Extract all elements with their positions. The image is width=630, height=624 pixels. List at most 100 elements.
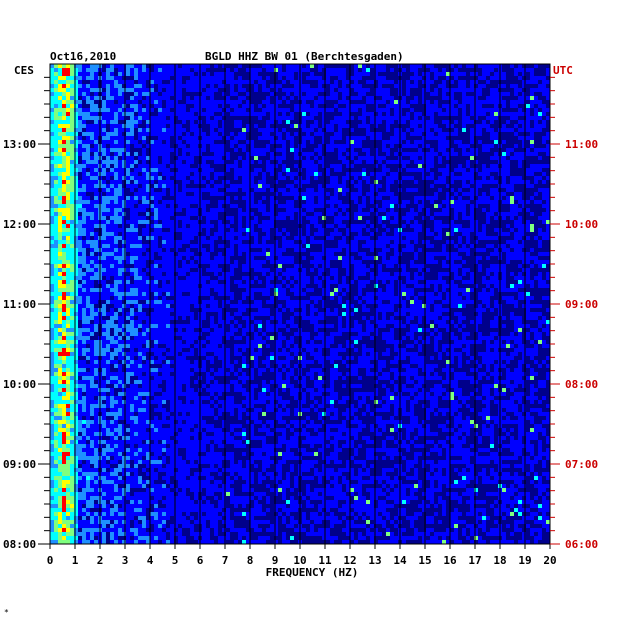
heatmap-cell bbox=[458, 136, 462, 140]
heatmap-cell bbox=[406, 172, 410, 176]
heatmap-cell bbox=[158, 224, 162, 228]
heatmap-cell bbox=[370, 68, 374, 72]
heatmap-cell bbox=[82, 164, 86, 168]
heatmap-cell bbox=[338, 112, 342, 116]
heatmap-cell bbox=[134, 128, 138, 132]
heatmap-cell bbox=[490, 148, 494, 152]
heatmap-cell bbox=[274, 92, 278, 96]
heatmap-cell bbox=[542, 348, 546, 352]
heatmap-cell bbox=[150, 364, 154, 368]
heatmap-cell bbox=[370, 332, 374, 336]
heatmap-cell bbox=[422, 332, 426, 336]
heatmap-cell bbox=[162, 104, 166, 108]
heatmap-cell bbox=[322, 384, 326, 388]
heatmap-cell bbox=[246, 136, 250, 140]
heatmap-cell bbox=[530, 224, 534, 228]
heatmap-cell bbox=[74, 192, 78, 196]
heatmap-cell bbox=[382, 136, 386, 140]
heatmap-cell bbox=[322, 212, 326, 216]
heatmap-cell bbox=[462, 196, 466, 200]
heatmap-cell bbox=[426, 184, 430, 188]
heatmap-cell bbox=[542, 96, 546, 100]
heatmap-cell bbox=[286, 148, 290, 152]
heatmap-cell bbox=[522, 220, 526, 224]
heatmap-cell bbox=[534, 384, 538, 388]
heatmap-cell bbox=[418, 280, 422, 284]
heatmap-cell bbox=[474, 216, 478, 220]
heatmap-cell bbox=[190, 240, 194, 244]
heatmap-cell bbox=[182, 256, 186, 260]
heatmap-cell bbox=[170, 140, 174, 144]
heatmap-cell bbox=[106, 96, 110, 100]
heatmap-cell bbox=[542, 128, 546, 132]
heatmap-cell bbox=[294, 328, 298, 332]
heatmap-cell bbox=[206, 312, 210, 316]
heatmap-cell bbox=[66, 204, 70, 208]
heatmap-cell bbox=[74, 384, 78, 388]
heatmap-cell bbox=[330, 152, 334, 156]
heatmap-cell bbox=[482, 256, 486, 260]
heatmap-cell bbox=[282, 120, 286, 124]
heatmap-cell bbox=[62, 64, 66, 68]
heatmap-cell bbox=[378, 148, 382, 152]
heatmap-cell bbox=[470, 316, 474, 320]
heatmap-cell bbox=[318, 208, 322, 212]
heatmap-cell bbox=[526, 92, 530, 96]
heatmap-cell bbox=[190, 92, 194, 96]
heatmap-cell bbox=[74, 328, 78, 332]
heatmap-cell bbox=[494, 244, 498, 248]
heatmap-cell bbox=[186, 128, 190, 132]
heatmap-cell bbox=[70, 220, 74, 224]
heatmap-cell bbox=[182, 92, 186, 96]
heatmap-cell bbox=[74, 136, 78, 140]
heatmap-cell bbox=[126, 320, 130, 324]
heatmap-cell bbox=[254, 372, 258, 376]
heatmap-cell bbox=[338, 252, 342, 256]
heatmap-cell bbox=[62, 292, 66, 296]
heatmap-cell bbox=[138, 352, 142, 356]
heatmap-cell bbox=[110, 328, 114, 332]
heatmap-cell bbox=[58, 264, 62, 268]
heatmap-cell bbox=[234, 72, 238, 76]
heatmap-cell bbox=[94, 108, 98, 112]
heatmap-cell bbox=[326, 164, 330, 168]
heatmap-cell bbox=[330, 156, 334, 160]
heatmap-cell bbox=[450, 208, 454, 212]
heatmap-cell bbox=[530, 364, 534, 368]
heatmap-cell bbox=[426, 332, 430, 336]
heatmap-cell bbox=[70, 256, 74, 260]
heatmap-cell bbox=[238, 272, 242, 276]
heatmap-cell bbox=[438, 192, 442, 196]
heatmap-cell bbox=[50, 384, 54, 388]
heatmap-cell bbox=[118, 256, 122, 260]
heatmap-cell bbox=[170, 372, 174, 376]
heatmap-cell bbox=[82, 112, 86, 116]
heatmap-cell bbox=[406, 136, 410, 140]
heatmap-cell bbox=[494, 224, 498, 228]
heatmap-cell bbox=[378, 124, 382, 128]
heatmap-cell bbox=[254, 200, 258, 204]
heatmap-cell bbox=[482, 260, 486, 264]
heatmap-cell bbox=[374, 80, 378, 84]
heatmap-cell bbox=[502, 320, 506, 324]
heatmap-cell bbox=[114, 292, 118, 296]
heatmap-cell bbox=[246, 296, 250, 300]
heatmap-cell bbox=[286, 324, 290, 328]
heatmap-cell bbox=[114, 356, 118, 360]
heatmap-cell bbox=[334, 108, 338, 112]
heatmap-cell bbox=[314, 68, 318, 72]
heatmap-cell bbox=[418, 92, 422, 96]
heatmap-cell bbox=[258, 192, 262, 196]
heatmap-cell bbox=[302, 168, 306, 172]
heatmap-cell bbox=[530, 344, 534, 348]
heatmap-cell bbox=[130, 300, 134, 304]
heatmap-cell bbox=[82, 216, 86, 220]
heatmap-cell bbox=[386, 136, 390, 140]
heatmap-cell bbox=[362, 160, 366, 164]
heatmap-cell bbox=[474, 372, 478, 376]
heatmap-cell bbox=[466, 312, 470, 316]
heatmap-cell bbox=[314, 340, 318, 344]
heatmap-cell bbox=[114, 256, 118, 260]
heatmap-cell bbox=[526, 176, 530, 180]
heatmap-cell bbox=[462, 380, 466, 384]
